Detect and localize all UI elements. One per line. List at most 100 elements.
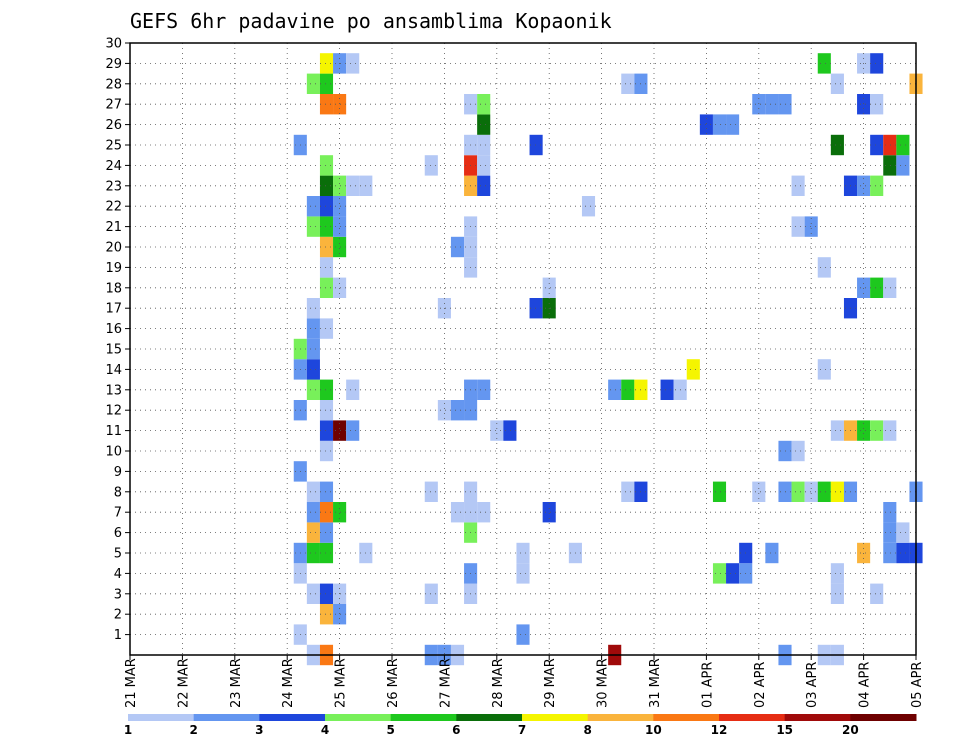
y-tick-label: 17: [105, 302, 122, 317]
legend-label: 5: [386, 723, 394, 737]
x-tick-label: 04 APR: [858, 662, 873, 708]
heatmap-cell: [450, 502, 465, 523]
legend-swatch: [784, 714, 851, 721]
heatmap-cell: [319, 522, 334, 543]
heatmap-cell: [712, 563, 727, 584]
heatmap-cell: [319, 400, 334, 421]
heatmap-cell: [490, 420, 504, 441]
heatmap-cell: [765, 94, 779, 115]
heatmap-cell: [870, 134, 884, 156]
heatmap-cell: [319, 53, 334, 74]
y-tick-label: 26: [105, 118, 122, 133]
heatmap-cell: [726, 563, 740, 584]
y-tick-label: 18: [105, 281, 122, 296]
heatmap-cell: [817, 53, 831, 74]
heatmap-cell: [804, 216, 818, 237]
legend-label: 10: [645, 723, 662, 737]
heatmap-cell: [477, 502, 491, 523]
heatmap-cell: [857, 94, 871, 115]
x-tick-label: 22 MAR: [176, 658, 191, 708]
heatmap-cell: [870, 175, 884, 196]
x-tick-label: 28 MAR: [491, 658, 506, 708]
heatmap-cell: [621, 73, 635, 94]
heatmap-cell: [870, 53, 884, 74]
y-tick-label: 9: [114, 465, 122, 480]
heatmap-cell: [699, 114, 713, 135]
heatmap-cell: [319, 175, 334, 196]
heatmap-cell: [830, 563, 844, 584]
heatmap-cell: [319, 420, 334, 441]
y-tick-label: 20: [105, 241, 122, 256]
heatmap-cell: [870, 583, 884, 604]
x-tick-label: 31 MAR: [648, 658, 663, 708]
y-tick-label: 19: [105, 261, 122, 276]
heatmap-cell: [870, 277, 884, 298]
heatmap-cell: [306, 481, 320, 502]
legend-label: 8: [583, 723, 591, 737]
legend-swatch: [456, 714, 523, 721]
color-legend: 1 2 3 4 5 6 7 8 10 12 15 20: [124, 714, 917, 737]
heatmap-cell: [346, 175, 360, 196]
y-tick-label: 7: [114, 506, 122, 521]
heatmap-cell: [883, 155, 897, 176]
legend-label: 6: [452, 723, 460, 737]
heatmap-cell: [883, 542, 897, 564]
heatmap-cell: [424, 481, 438, 502]
heatmap-cell: [542, 502, 556, 523]
legend-label: 1: [124, 723, 132, 737]
legend-swatch: [390, 714, 457, 721]
heatmap-cell: [319, 216, 334, 237]
heatmap-cell: [333, 502, 347, 523]
heatmap-cell: [319, 94, 334, 115]
heatmap-cell: [542, 277, 556, 298]
heatmap-cell: [346, 420, 360, 441]
heatmap-cell: [857, 175, 871, 196]
heatmap-cell: [791, 175, 805, 196]
heatmap-cell: [450, 400, 465, 421]
y-tick-label: 2: [114, 608, 122, 623]
x-tick-label: 27 MAR: [438, 658, 453, 708]
heatmap-cell: [883, 502, 897, 523]
heatmap-cell: [319, 379, 334, 400]
y-tick-label: 24: [105, 159, 122, 174]
chart-grid: [130, 43, 916, 655]
legend-label: 4: [321, 723, 329, 737]
y-tick-label: 22: [105, 200, 122, 215]
x-tick-label: 01 APR: [700, 662, 715, 708]
y-tick-label: 4: [114, 567, 122, 582]
heatmap-cell: [791, 481, 805, 502]
heatmap-cell: [346, 379, 360, 400]
y-tick-label: 8: [114, 485, 122, 500]
heatmap-cell: [726, 114, 740, 135]
heatmap-cell: [346, 53, 360, 74]
heatmap-cell: [896, 155, 910, 176]
heatmap-cell: [830, 420, 844, 441]
x-tick-label: 24 MAR: [281, 658, 296, 708]
y-tick-label: 27: [105, 98, 122, 113]
heatmap-cell: [424, 155, 438, 176]
heatmap-cell: [830, 134, 844, 156]
legend-label: 12: [711, 723, 728, 737]
y-tick-label: 15: [105, 343, 122, 358]
legend-swatch: [850, 714, 917, 721]
heatmap-cell: [883, 277, 897, 298]
heatmap-cell: [477, 134, 491, 156]
y-tick-label: 13: [105, 383, 122, 398]
heatmap-cell: [830, 73, 844, 94]
heatmap-cell: [333, 94, 347, 115]
heatmap-cell: [896, 542, 910, 564]
heatmap-cell: [450, 236, 465, 258]
heatmap-cell: [306, 216, 320, 237]
heatmap-cell: [883, 134, 897, 156]
x-tick-label: 26 MAR: [386, 658, 401, 708]
heatmap-cell: [883, 420, 897, 441]
y-tick-label: 30: [105, 37, 122, 52]
heatmap-cell: [333, 420, 347, 441]
y-tick-label: 12: [105, 404, 122, 419]
heatmap-cell: [765, 542, 779, 564]
heatmap-cell: [333, 196, 347, 217]
heatmap-cell: [791, 216, 805, 237]
y-tick-label: 16: [105, 322, 122, 337]
heatmap-cell: [752, 94, 766, 115]
